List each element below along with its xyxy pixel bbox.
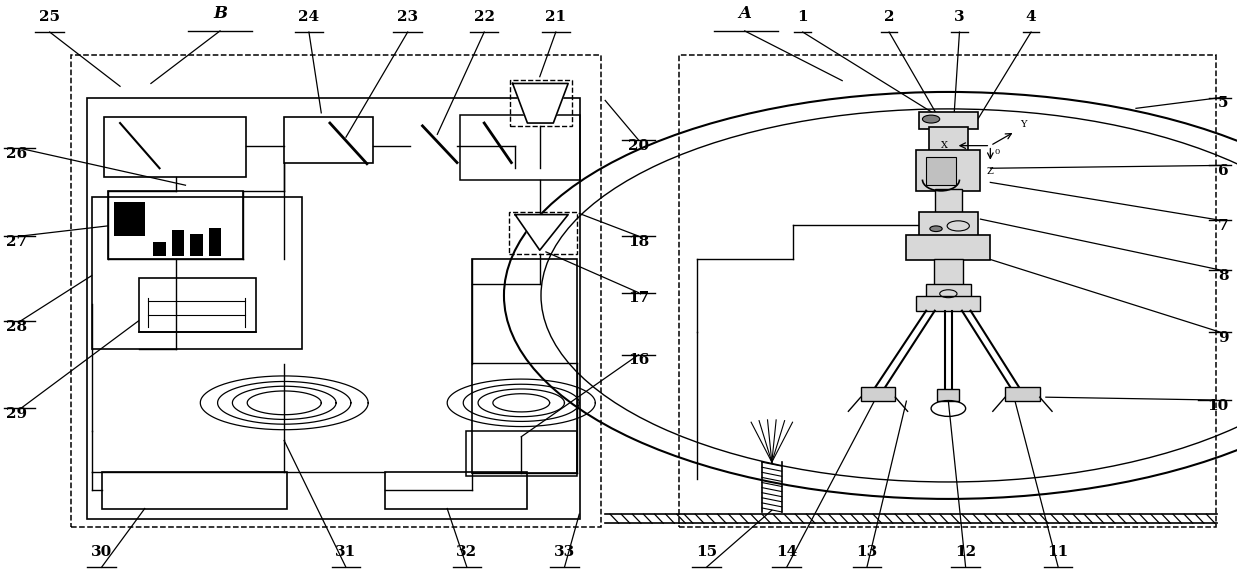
Bar	[284, 117, 373, 162]
Bar	[191, 235, 203, 256]
Bar	[929, 127, 968, 151]
Text: 3: 3	[954, 10, 965, 24]
Bar	[102, 472, 286, 509]
Bar	[934, 259, 963, 287]
Bar	[114, 202, 145, 236]
Text: 12: 12	[955, 546, 976, 560]
Text: 29: 29	[6, 407, 27, 421]
Bar	[104, 117, 246, 177]
Bar	[172, 231, 185, 256]
Text: 4: 4	[1025, 10, 1037, 24]
Text: 32: 32	[456, 546, 477, 560]
Bar	[460, 114, 580, 180]
Text: 31: 31	[335, 546, 357, 560]
Circle shape	[930, 226, 942, 232]
Text: 22: 22	[474, 10, 495, 24]
Bar	[108, 191, 243, 259]
Bar	[916, 296, 981, 311]
Text: 17: 17	[627, 291, 650, 305]
Text: Z: Z	[987, 167, 993, 176]
Text: 23: 23	[397, 10, 418, 24]
Bar	[919, 212, 978, 236]
Bar	[92, 197, 301, 349]
Bar	[680, 55, 1216, 527]
Polygon shape	[515, 214, 568, 250]
Circle shape	[923, 115, 940, 123]
Text: 11: 11	[1048, 546, 1069, 560]
Text: 33: 33	[554, 546, 575, 560]
Text: 25: 25	[40, 10, 61, 24]
Polygon shape	[512, 83, 568, 123]
Bar	[926, 284, 971, 298]
Bar	[906, 235, 991, 260]
Bar	[926, 157, 956, 185]
Text: 24: 24	[299, 10, 320, 24]
Text: 15: 15	[696, 546, 717, 560]
Bar	[154, 242, 166, 256]
Bar	[935, 189, 962, 213]
Bar	[386, 472, 527, 509]
Text: Y: Y	[1021, 120, 1027, 129]
Text: 14: 14	[776, 546, 797, 560]
Text: 5: 5	[1218, 97, 1229, 110]
Bar	[87, 98, 580, 518]
Text: 20: 20	[627, 139, 649, 153]
Text: 9: 9	[1218, 331, 1229, 345]
Text: A: A	[738, 5, 751, 23]
Text: 16: 16	[627, 353, 650, 368]
Text: X: X	[941, 141, 949, 150]
Text: 13: 13	[857, 546, 878, 560]
Bar	[71, 55, 601, 527]
Bar	[208, 228, 221, 256]
Text: 0: 0	[994, 148, 999, 156]
Bar	[508, 212, 577, 254]
Bar	[510, 80, 572, 126]
Text: B: B	[213, 5, 227, 23]
Bar	[916, 150, 981, 191]
Bar	[937, 388, 960, 401]
Text: 1: 1	[797, 10, 808, 24]
Bar	[466, 431, 577, 476]
Text: 30: 30	[91, 546, 112, 560]
Text: 18: 18	[627, 235, 650, 249]
Text: 27: 27	[6, 235, 27, 249]
Text: 2: 2	[884, 10, 894, 24]
Bar	[472, 259, 577, 473]
Bar	[1006, 387, 1039, 401]
Text: 26: 26	[6, 147, 27, 161]
Bar	[139, 279, 255, 332]
Text: 10: 10	[1208, 399, 1229, 413]
Text: 6: 6	[1218, 164, 1229, 178]
Bar	[919, 112, 978, 129]
Text: 28: 28	[6, 320, 27, 334]
Text: 8: 8	[1218, 269, 1229, 283]
Text: 7: 7	[1218, 219, 1229, 233]
Text: 21: 21	[546, 10, 567, 24]
Bar	[861, 387, 895, 401]
